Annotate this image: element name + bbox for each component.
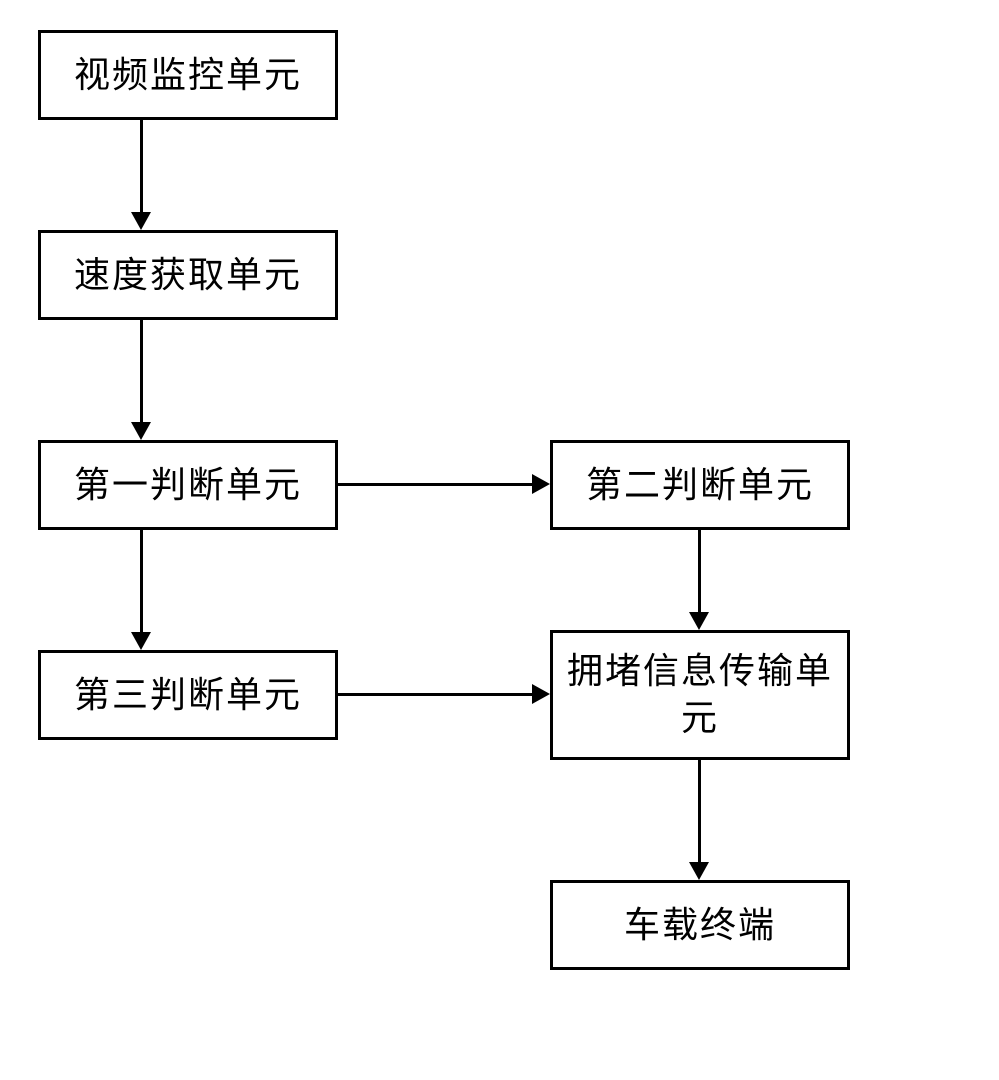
node-label: 速度获取单元 — [74, 252, 302, 299]
edge-arrowhead — [131, 632, 151, 650]
edge-arrow — [140, 530, 143, 632]
edge-arrow — [140, 120, 143, 212]
node-third-judge: 第三判断单元 — [38, 650, 338, 740]
edge-arrow — [338, 483, 532, 486]
edge-arrow — [338, 693, 532, 696]
node-vehicle-terminal: 车载终端 — [550, 880, 850, 970]
node-label: 第一判断单元 — [74, 462, 302, 509]
node-label: 视频监控单元 — [74, 52, 302, 99]
node-video-monitor: 视频监控单元 — [38, 30, 338, 120]
edge-arrow — [698, 760, 701, 862]
edge-arrowhead — [131, 212, 151, 230]
node-label: 拥堵信息传输单元 — [561, 648, 839, 742]
edge-arrow — [698, 530, 701, 612]
node-congestion-info: 拥堵信息传输单元 — [550, 630, 850, 760]
node-label: 第二判断单元 — [586, 462, 814, 509]
node-label: 第三判断单元 — [74, 672, 302, 719]
node-second-judge: 第二判断单元 — [550, 440, 850, 530]
edge-arrowhead — [532, 684, 550, 704]
edge-arrow — [140, 320, 143, 422]
edge-arrowhead — [532, 474, 550, 494]
node-speed-acquire: 速度获取单元 — [38, 230, 338, 320]
edge-arrowhead — [689, 862, 709, 880]
edge-arrowhead — [689, 612, 709, 630]
node-first-judge: 第一判断单元 — [38, 440, 338, 530]
edge-arrowhead — [131, 422, 151, 440]
node-label: 车载终端 — [624, 902, 776, 949]
